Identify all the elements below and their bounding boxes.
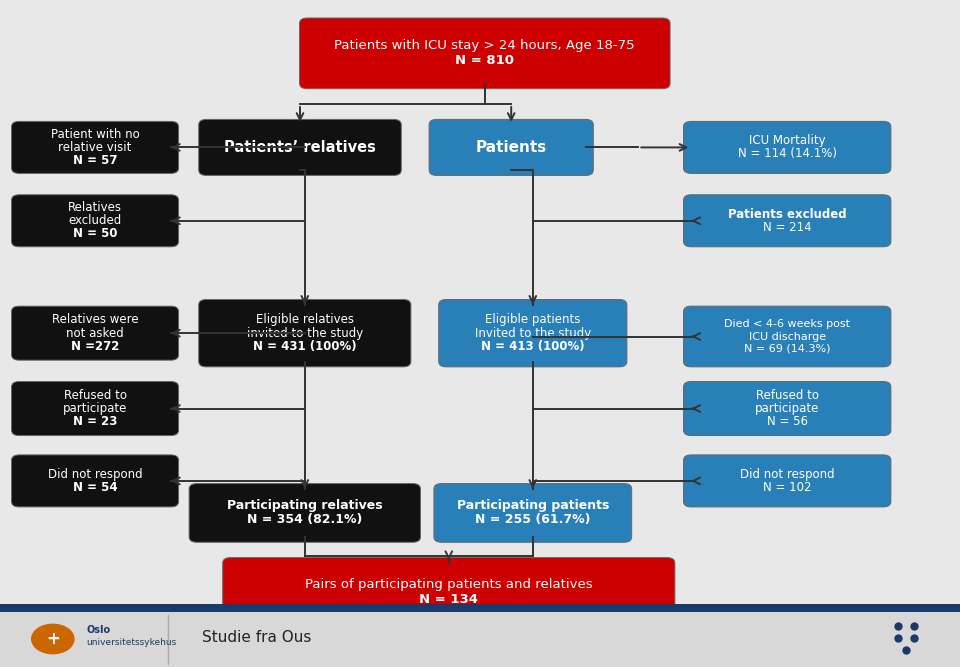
Text: Oslo: Oslo [86, 626, 110, 635]
Text: Participating patients: Participating patients [457, 500, 609, 512]
Text: Patients excluded: Patients excluded [728, 207, 847, 221]
Text: Relatives: Relatives [68, 201, 122, 214]
Text: N = 50: N = 50 [73, 227, 117, 240]
Bar [0, 606, 960, 667]
Text: N = 431 (100%): N = 431 (100%) [253, 340, 356, 353]
Text: N = 134: N = 134 [420, 593, 478, 606]
FancyBboxPatch shape [434, 484, 632, 542]
FancyBboxPatch shape [12, 306, 179, 360]
FancyBboxPatch shape [199, 119, 401, 175]
FancyBboxPatch shape [12, 121, 179, 173]
Text: Patients with ICU stay > 24 hours, Age 18-75: Patients with ICU stay > 24 hours, Age 1… [334, 39, 636, 53]
Text: N = 413 (100%): N = 413 (100%) [481, 340, 585, 353]
FancyBboxPatch shape [684, 195, 891, 247]
Text: Refused to: Refused to [63, 389, 127, 402]
Text: Died < 4-6 weeks post: Died < 4-6 weeks post [724, 319, 851, 329]
FancyBboxPatch shape [429, 119, 593, 175]
Text: Patients’ relatives: Patients’ relatives [224, 140, 376, 155]
Text: Patient with no: Patient with no [51, 128, 139, 141]
Text: N = 102: N = 102 [763, 481, 811, 494]
Text: +: + [46, 630, 60, 648]
Text: Invited to the study: Invited to the study [474, 327, 591, 340]
Text: ICU discharge: ICU discharge [749, 331, 826, 342]
Bar [0, 604, 960, 612]
Text: excluded: excluded [68, 214, 122, 227]
Text: N = 810: N = 810 [455, 54, 515, 67]
FancyBboxPatch shape [12, 455, 179, 507]
Text: Did not respond: Did not respond [740, 468, 834, 481]
Text: invited to the study: invited to the study [247, 327, 363, 340]
FancyBboxPatch shape [12, 382, 179, 436]
Text: Studie fra Ous: Studie fra Ous [202, 630, 311, 645]
FancyBboxPatch shape [300, 18, 670, 89]
Text: participate: participate [755, 402, 820, 415]
Text: relative visit: relative visit [59, 141, 132, 154]
Text: N = 57: N = 57 [73, 154, 117, 167]
Text: Pairs of participating patients and relatives: Pairs of participating patients and rela… [305, 578, 592, 592]
Text: Eligible patients: Eligible patients [485, 313, 581, 326]
FancyBboxPatch shape [12, 195, 179, 247]
Text: universitetssykehus: universitetssykehus [86, 638, 177, 648]
Text: N = 114 (14.1%): N = 114 (14.1%) [737, 147, 837, 161]
FancyBboxPatch shape [199, 299, 411, 367]
Text: N = 69 (14.3%): N = 69 (14.3%) [744, 344, 830, 354]
Text: Eligible relatives: Eligible relatives [255, 313, 354, 326]
FancyBboxPatch shape [684, 306, 891, 367]
Text: N = 23: N = 23 [73, 416, 117, 428]
Circle shape [32, 624, 74, 654]
Text: N =272: N =272 [71, 340, 119, 353]
Text: N = 255 (61.7%): N = 255 (61.7%) [475, 514, 590, 526]
Text: N = 56: N = 56 [767, 416, 807, 428]
FancyBboxPatch shape [684, 455, 891, 507]
Text: N = 54: N = 54 [73, 481, 117, 494]
Text: N = 354 (82.1%): N = 354 (82.1%) [247, 514, 363, 526]
Text: Participating relatives: Participating relatives [227, 500, 383, 512]
Text: participate: participate [62, 402, 128, 415]
FancyBboxPatch shape [684, 121, 891, 173]
FancyBboxPatch shape [223, 558, 675, 627]
Text: not asked: not asked [66, 327, 124, 340]
FancyBboxPatch shape [684, 382, 891, 436]
Text: Relatives were: Relatives were [52, 313, 138, 326]
Text: ICU Mortality: ICU Mortality [749, 134, 826, 147]
Text: Patients: Patients [475, 140, 547, 155]
Text: Refused to: Refused to [756, 389, 819, 402]
Text: N = 214: N = 214 [763, 221, 811, 234]
Text: Did not respond: Did not respond [48, 468, 142, 481]
FancyBboxPatch shape [439, 299, 627, 367]
FancyBboxPatch shape [189, 484, 420, 542]
